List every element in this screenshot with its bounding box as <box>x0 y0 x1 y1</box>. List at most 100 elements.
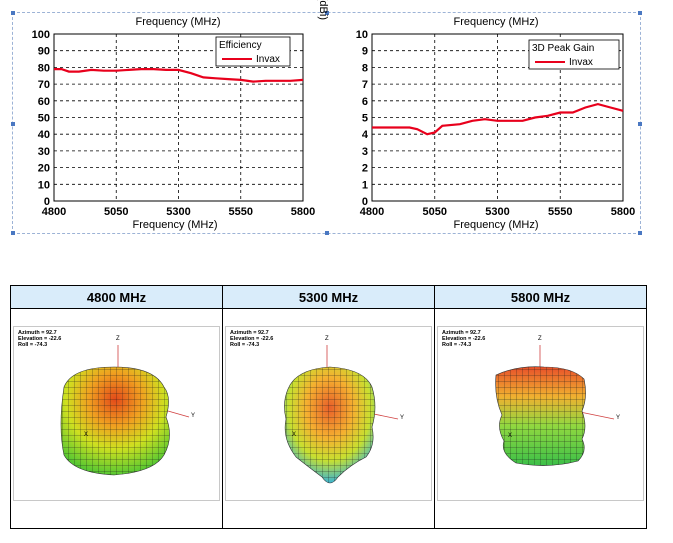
3d-pattern-viewer[interactable]: Azimuth = 92.7 Elevation = -22.6 Roll = … <box>225 326 432 501</box>
pattern-mesh <box>495 366 586 466</box>
roll-readout: Roll = -74.3 <box>18 342 48 348</box>
y-tick-label: 4 <box>362 129 369 141</box>
legend-box <box>528 39 620 70</box>
elevation-readout: Elevation = -22.6 <box>230 336 274 342</box>
legend: Efficiency Invax <box>215 36 291 67</box>
chart-title: Frequency (MHz) <box>454 16 539 28</box>
y-tick-label: 100 <box>32 29 50 41</box>
column-header: 5300 MHz <box>222 285 435 309</box>
grid <box>372 34 623 201</box>
x-tick-label: 5800 <box>611 206 635 218</box>
resize-handle[interactable] <box>325 231 329 235</box>
azimuth-readout: Azimuth = 92.7 <box>230 330 269 336</box>
azimuth-readout: Azimuth = 92.7 <box>442 330 481 336</box>
pattern-mesh <box>61 367 170 475</box>
x-tick-label: 5300 <box>166 206 190 218</box>
resize-handle[interactable] <box>325 11 329 15</box>
y-tick-label: 8 <box>362 62 368 74</box>
x-axis-label: X <box>292 432 297 438</box>
y-tick-label: 40 <box>38 129 50 141</box>
x-tick-label: 5800 <box>291 206 315 218</box>
x-tick-label: 5050 <box>423 206 447 218</box>
y-tick-label: 70 <box>38 79 50 91</box>
orientation-readout: Azimuth = 92.7 Elevation = -22.6 Roll = … <box>18 330 61 348</box>
orientation-readout: Azimuth = 92.7 Elevation = -22.6 Roll = … <box>230 330 273 348</box>
z-axis-label: Z <box>116 336 120 342</box>
table-header-row: 4800 MHz 5300 MHz 5800 MHz <box>10 285 647 309</box>
x-tick-labels: 4800 5050 5300 5550 5800 <box>42 206 315 218</box>
x-tick-label: 4800 <box>42 206 66 218</box>
y-tick-label: 3 <box>362 146 368 158</box>
orientation-readout: Azimuth = 92.7 Elevation = -22.6 Roll = … <box>442 330 485 348</box>
y-axis-line <box>579 411 615 420</box>
table-row: Azimuth = 92.7 Elevation = -22.6 Roll = … <box>10 308 647 529</box>
3d-radiation-pattern-image <box>495 345 615 466</box>
y-tick-labels: 0 10 20 30 40 50 60 70 80 90 100 <box>32 29 50 208</box>
y-tick-label: 50 <box>38 113 50 125</box>
column-header: 5800 MHz <box>434 285 647 309</box>
y-tick-label: 0 <box>44 196 50 208</box>
resize-handle[interactable] <box>11 231 15 235</box>
y-tick-label: 60 <box>38 96 50 108</box>
3d-radiation-pattern-image <box>284 345 399 484</box>
elevation-readout: Elevation = -22.6 <box>442 336 486 342</box>
y-tick-label: 30 <box>38 146 50 158</box>
efficiency-chart: Frequency (MHz) 0 10 20 30 40 50 60 70 80 90 100 4… <box>32 16 316 231</box>
grid <box>54 34 303 201</box>
x-tick-label: 5550 <box>229 206 253 218</box>
y-tick-label: 80 <box>38 62 50 74</box>
resize-handle[interactable] <box>638 11 642 15</box>
elevation-readout: Elevation = -22.6 <box>18 336 62 342</box>
legend-title: 3D Peak Gain <box>532 43 594 54</box>
y-tick-label: 10 <box>356 29 368 41</box>
x-tick-labels: 4800 5050 5300 5550 5800 <box>360 206 635 218</box>
resize-handle[interactable] <box>11 11 15 15</box>
roll-readout: Roll = -74.3 <box>230 342 260 348</box>
x-axis-label: X <box>508 433 513 439</box>
y-tick-labels: 0 1 2 3 4 5 6 7 8 9 10 <box>356 29 369 208</box>
y-axis-label: Y <box>616 415 621 421</box>
z-axis-label: Z <box>538 336 542 342</box>
legend-entry: Invax <box>256 54 280 65</box>
y-tick-label: 90 <box>38 46 50 58</box>
y-axis-label: Y <box>191 413 196 419</box>
3d-pattern-viewer[interactable]: Azimuth = 92.7 Elevation = -22.6 Roll = … <box>437 326 644 501</box>
resize-handle[interactable] <box>638 231 642 235</box>
y-tick-label: 5 <box>362 113 368 125</box>
legend-box <box>215 36 291 67</box>
series-line-invax <box>54 68 304 83</box>
y-tick-label: 20 <box>38 163 50 175</box>
x-axis-label: Frequency (MHz) <box>454 219 539 231</box>
y-tick-label: 7 <box>362 79 368 91</box>
y-axis-label: 3D Peak Gain (dBi) <box>317 0 329 20</box>
radiation-pattern-table: 4800 MHz 5300 MHz 5800 MHz Azimuth = 92.… <box>10 285 647 529</box>
y-tick-label: 2 <box>362 163 368 175</box>
resize-handle[interactable] <box>11 122 15 126</box>
x-tick-label: 5300 <box>485 206 509 218</box>
peak-gain-chart: Frequency (MHz) 0 1 2 3 4 5 6 7 8 9 10 4800 5050 530… <box>356 16 635 231</box>
y-tick-label: 10 <box>38 179 50 191</box>
x-tick-label: 5550 <box>548 206 572 218</box>
x-axis-label: X <box>84 432 89 438</box>
y-tick-label: 9 <box>362 46 368 58</box>
legend: 3D Peak Gain Invax <box>528 39 620 70</box>
pattern-cell: Azimuth = 92.7 Elevation = -22.6 Roll = … <box>434 308 647 529</box>
pattern-mesh <box>284 367 375 483</box>
x-tick-label: 4800 <box>360 206 384 218</box>
y-axis-label: Y <box>400 415 405 421</box>
y-tick-label: 1 <box>362 179 368 191</box>
legend-entry: Invax <box>569 57 593 68</box>
column-header: 4800 MHz <box>10 285 223 309</box>
3d-radiation-pattern-image <box>60 345 190 476</box>
legend-title: Efficiency <box>219 40 262 51</box>
resize-handle[interactable] <box>638 122 642 126</box>
3d-pattern-viewer[interactable]: Azimuth = 92.7 Elevation = -22.6 Roll = … <box>13 326 220 501</box>
pattern-cell: Azimuth = 92.7 Elevation = -22.6 Roll = … <box>10 308 223 529</box>
y-tick-label: 6 <box>362 96 368 108</box>
chart-frame <box>11 11 642 235</box>
y-tick-label: 0 <box>362 196 368 208</box>
x-tick-label: 5050 <box>104 206 128 218</box>
azimuth-readout: Azimuth = 92.7 <box>18 330 57 336</box>
series-line-invax <box>372 102 624 136</box>
